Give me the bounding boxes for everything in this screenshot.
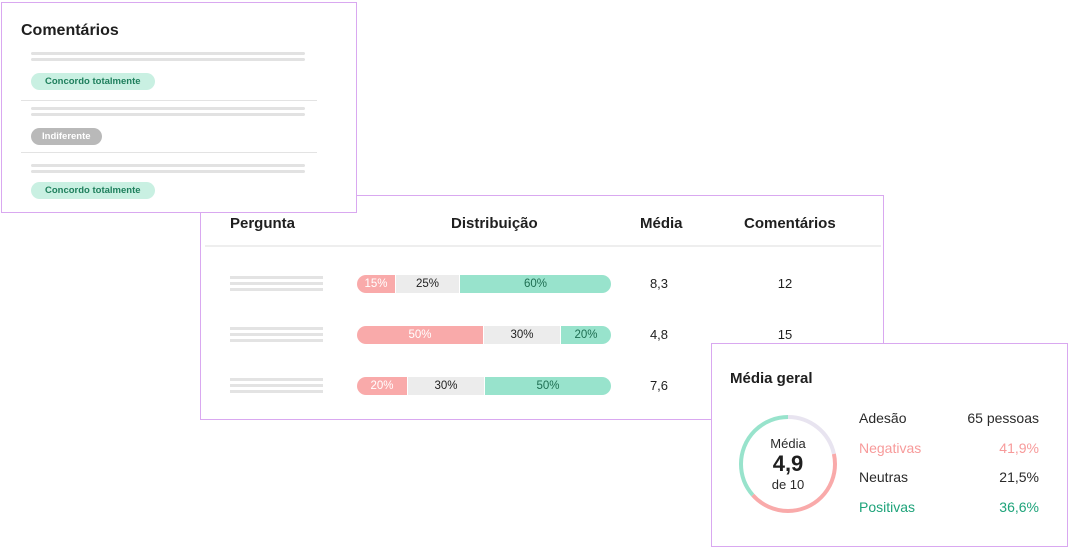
comment-text-placeholder — [31, 52, 305, 55]
gauge-scale: de 10 — [771, 477, 805, 492]
neutral-segment: 30% — [484, 326, 560, 344]
distribution-bar: 15% 25% 60% — [357, 275, 611, 293]
comments-title: Comentários — [21, 22, 119, 39]
distribution-bar: 50% 30% 20% — [357, 326, 611, 344]
comment-text-placeholder — [31, 113, 305, 116]
average-donut-gauge — [739, 415, 837, 513]
comment-item: Concordo totalmente — [21, 52, 317, 101]
comment-tag-badge: Concordo totalmente — [31, 73, 155, 90]
positive-segment: 50% — [485, 377, 611, 395]
question-text-placeholder — [230, 276, 323, 294]
average-value: 7,6 — [649, 378, 669, 393]
stat-value: 65 pessoas — [967, 410, 1039, 426]
gauge-label: Média — [770, 436, 806, 451]
negative-segment: 15% — [357, 275, 395, 293]
stat-value: 36,6% — [999, 499, 1039, 515]
negative-arc — [739, 415, 837, 513]
comments-count: 12 — [777, 276, 793, 291]
stat-label: Negativas — [859, 440, 922, 456]
comment-tag-badge: Concordo totalmente — [31, 182, 155, 199]
comment-item: Indiferente — [21, 107, 317, 153]
stat-value: 21,5% — [999, 469, 1039, 485]
negative-segment: 50% — [357, 326, 483, 344]
column-header-comments: Comentários — [744, 215, 836, 232]
comment-text-placeholder — [31, 164, 305, 167]
comment-item: Concordo totalmente — [21, 164, 317, 204]
table-row[interactable]: 20% 30% 50% 7,6 — [201, 377, 883, 397]
neutral-segment: 30% — [408, 377, 484, 395]
table-row[interactable]: 15% 25% 60% 8,3 12 — [201, 275, 883, 295]
gauge-value: 4,9 — [772, 451, 804, 476]
comment-text-placeholder — [31, 170, 305, 173]
stat-value: 41,9% — [999, 440, 1039, 456]
column-header-question: Pergunta — [230, 215, 296, 232]
question-text-placeholder — [230, 378, 323, 396]
average-value: 4,8 — [649, 327, 669, 342]
distribution-bar: 20% 30% 50% — [357, 377, 611, 395]
stat-label: Adesão — [859, 410, 907, 426]
column-header-average: Média — [640, 215, 683, 232]
comment-text-placeholder — [31, 58, 305, 61]
overall-average-card: Média geral Média 4,9 de 10 Adesão 65 pe… — [711, 343, 1068, 547]
comment-text-placeholder — [31, 107, 305, 110]
comment-tag-badge: Indiferente — [31, 128, 102, 145]
overall-title: Média geral — [730, 370, 813, 387]
questions-table-card: Pergunta Distribuição Média Comentários … — [200, 195, 884, 420]
question-text-placeholder — [230, 327, 323, 345]
comments-card: Comentários Concordo totalmente Indifere… — [1, 2, 357, 213]
table-row[interactable]: 50% 30% 20% 4,8 15 — [201, 326, 883, 346]
gauge-center: Média 4,9 de 10 — [737, 413, 839, 515]
positive-segment: 20% — [561, 326, 611, 344]
positive-segment: 60% — [460, 275, 611, 293]
average-value: 8,3 — [649, 276, 669, 291]
stat-label: Neutras — [859, 469, 909, 485]
column-header-distribution: Distribuição — [451, 215, 538, 232]
negative-segment: 20% — [357, 377, 407, 395]
header-divider — [205, 245, 881, 247]
stat-label: Positivas — [859, 499, 916, 515]
neutral-segment: 25% — [396, 275, 459, 293]
comments-count: 15 — [777, 327, 793, 342]
positive-arc — [739, 415, 837, 513]
